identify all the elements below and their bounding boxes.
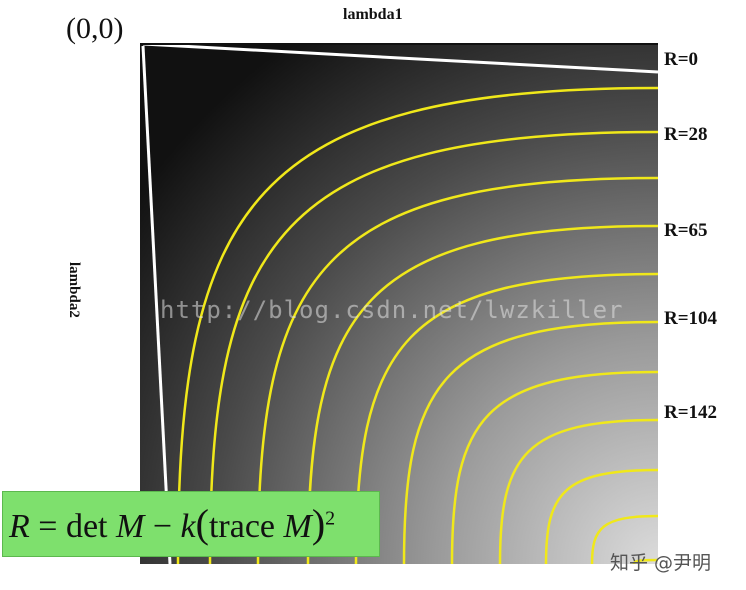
r-label-0: R=0 bbox=[664, 49, 699, 70]
harris-formula: R = det M − k(trace M)2 bbox=[9, 504, 335, 544]
formula-m-2: M bbox=[283, 508, 312, 545]
r-label-104: R=104 bbox=[664, 308, 718, 329]
contour-line-7 bbox=[498, 418, 659, 565]
axis-title-lambda2: lambda2 bbox=[66, 262, 82, 318]
axis-title-lambda1: lambda1 bbox=[343, 6, 403, 23]
formula-m: M bbox=[116, 508, 145, 545]
contour-line-6 bbox=[450, 370, 659, 565]
formula-exponent: 2 bbox=[325, 507, 336, 530]
contour-line-0 bbox=[176, 86, 659, 565]
formula-det: det bbox=[65, 508, 117, 545]
r-label-65: R=65 bbox=[664, 220, 708, 241]
contour-line-8 bbox=[544, 468, 659, 565]
contour-line-3 bbox=[306, 224, 659, 565]
origin-label: (0,0) bbox=[66, 12, 124, 45]
formula-trace: trace bbox=[208, 508, 284, 545]
contour-line-9 bbox=[590, 514, 659, 565]
formula-r: R bbox=[9, 508, 30, 545]
formula-equals: = bbox=[29, 508, 66, 545]
formula-minus: − bbox=[144, 508, 181, 545]
formula-k: k bbox=[180, 508, 196, 545]
heatmap-background bbox=[140, 44, 658, 564]
r-label-28: R=28 bbox=[664, 124, 708, 145]
r-label-142: R=142 bbox=[664, 402, 718, 423]
credit-text: 知乎 @尹明 bbox=[610, 552, 712, 574]
formula-box: R = det M − k(trace M)2 bbox=[2, 491, 380, 557]
contour-group bbox=[176, 86, 659, 565]
watermark: http://blog.csdn.net/lwzkiller bbox=[160, 296, 624, 324]
contour-line-5 bbox=[402, 320, 659, 565]
contour-line-10 bbox=[632, 558, 659, 565]
contour-line-4 bbox=[354, 272, 659, 565]
contour-line-1 bbox=[208, 130, 659, 565]
diagonal-edge-left bbox=[141, 45, 172, 565]
diagonal-edge-top bbox=[142, 42, 659, 74]
formula-close-paren: ) bbox=[311, 501, 326, 546]
contour-line-2 bbox=[256, 176, 659, 565]
formula-open-paren: ( bbox=[195, 501, 209, 546]
